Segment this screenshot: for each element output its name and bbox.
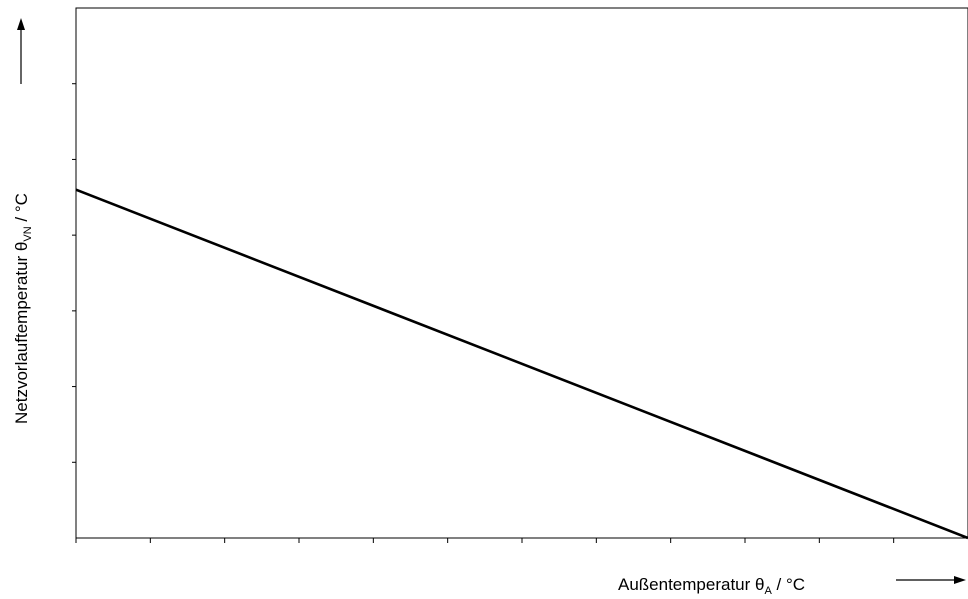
y-axis-label-unit: / °C: [12, 193, 31, 226]
y-axis-arrow: [17, 18, 25, 84]
x-axis-label-unit: / °C: [772, 575, 805, 594]
x-axis-arrow: [896, 576, 966, 584]
x-axis-label-text: Außentemperatur: [618, 575, 755, 594]
x-axis-ticks: [75, 538, 895, 543]
y-axis-ticks: [72, 83, 76, 463]
x-axis-label-symbol: θ: [755, 575, 764, 594]
y-axis-label: Netzvorlauftemperatur θVN / °C: [12, 193, 34, 424]
series-line-1: [75, 188, 968, 540]
plot-frame: [75, 7, 968, 539]
x-axis-label: Außentemperatur θA / °C: [618, 575, 805, 597]
y-axis-label-text: Netzvorlauftemperatur: [12, 251, 31, 424]
series-group: [75, 188, 968, 540]
y-axis-label-symbol: θ: [12, 242, 31, 251]
y-axis-label-subscript: VN: [22, 226, 34, 241]
x-axis-label-subscript: A: [764, 585, 772, 597]
